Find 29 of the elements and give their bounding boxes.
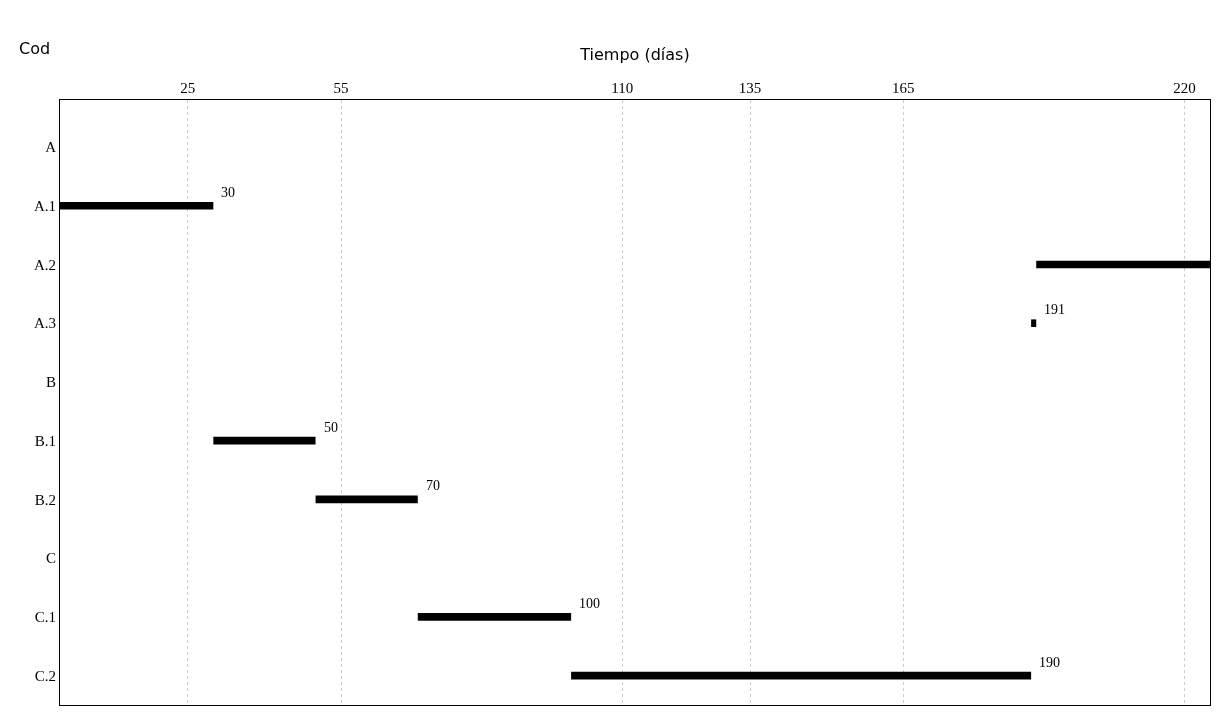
- data-label: 191: [1044, 302, 1065, 317]
- x-axis-title: Tiempo (días): [579, 44, 690, 64]
- y-tick-label: B.1: [34, 432, 56, 449]
- y-tick-label: C.2: [34, 667, 56, 684]
- x-tick-label: 25: [180, 80, 196, 96]
- data-label: 70: [426, 478, 440, 493]
- y-tick-label: C: [45, 550, 56, 567]
- bar: [417, 613, 572, 621]
- y-tick-label: B.2: [34, 491, 56, 508]
- y-tick-label: A.3: [33, 315, 56, 332]
- x-tick-label: 110: [611, 80, 634, 96]
- data-label: 30: [221, 185, 235, 200]
- data-label: 190: [1039, 655, 1060, 670]
- bar: [315, 495, 418, 504]
- data-label: 100: [579, 596, 600, 611]
- y-tick-label: A: [45, 139, 57, 156]
- x-tick-label: 220: [1173, 80, 1196, 96]
- data-label: 50: [324, 420, 338, 435]
- y-tick-label: B: [45, 374, 56, 391]
- bar: [571, 671, 1032, 680]
- y-tick-label: A.2: [33, 256, 56, 273]
- bar: [213, 436, 316, 445]
- x-tick-label: 135: [738, 80, 762, 96]
- y-axis-title: Cod: [19, 39, 51, 58]
- y-tick-label: C.1: [34, 609, 56, 626]
- x-tick-label: 165: [892, 80, 915, 96]
- bar: [1031, 319, 1037, 328]
- y-tick-label: A.1: [33, 197, 56, 214]
- x-tick-label: 55: [333, 80, 349, 96]
